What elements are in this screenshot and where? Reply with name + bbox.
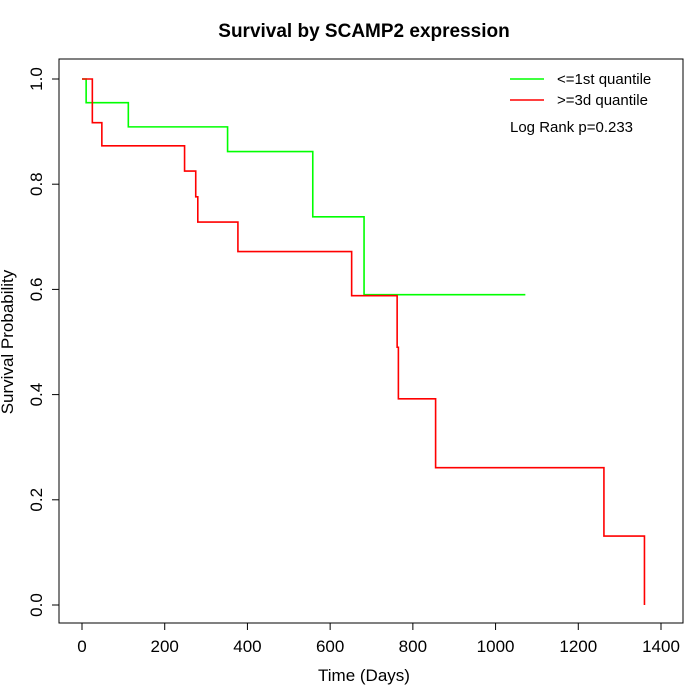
y-tick-label: 0.0 [27, 593, 46, 617]
y-tick-label: 0.4 [27, 383, 46, 407]
chart-title: Survival by SCAMP2 expression [218, 21, 509, 42]
series-group [82, 78, 646, 605]
legend-label-low: <=1st quantile [557, 71, 651, 88]
y-axis: 0.0 0.2 0.4 0.6 0.8 1.0 [27, 67, 60, 617]
x-tick-label: 1000 [477, 637, 515, 656]
x-tick-label: 800 [399, 637, 427, 656]
x-tick-label: 1200 [559, 637, 597, 656]
y-tick-label: 0.8 [27, 172, 46, 196]
x-axis: 0 200 400 600 800 1000 1200 1400 [77, 622, 680, 656]
y-tick-label: 0.6 [27, 278, 46, 302]
legend-label-high: >=3d quantile [557, 92, 648, 109]
x-tick-label: 0 [77, 637, 86, 656]
legend: <=1st quantile >=3d quantile [510, 71, 651, 109]
x-tick-label: 600 [316, 637, 344, 656]
x-tick-label: 1400 [642, 637, 680, 656]
y-axis-label: Survival Probability [0, 269, 17, 414]
series-line-high-expression [82, 78, 646, 605]
x-tick-label: 200 [151, 637, 179, 656]
series-line-low-expression [82, 78, 526, 296]
log-rank-annotation: Log Rank p=0.233 [510, 119, 633, 136]
plot-frame [58, 58, 684, 624]
x-tick-label: 400 [233, 637, 261, 656]
y-tick-label: 1.0 [27, 67, 46, 91]
x-axis-label: Time (Days) [318, 666, 410, 685]
y-tick-label: 0.2 [27, 488, 46, 512]
